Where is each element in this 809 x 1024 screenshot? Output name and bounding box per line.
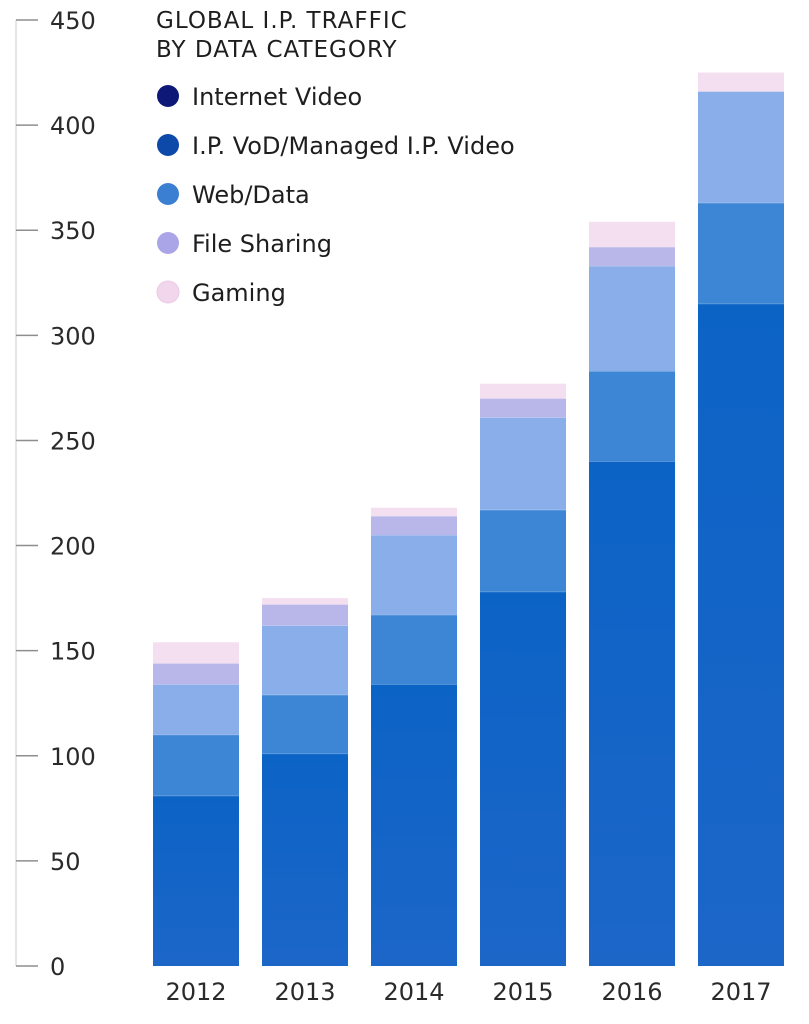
y-tick-label: 150 (50, 638, 96, 666)
x-axis: 2012 2013 2014 2015 2016 2017 (165, 978, 771, 1006)
legend-swatch-icon (157, 85, 179, 107)
y-axis: 0 50 100 150 200 250 300 350 400 450 (16, 7, 96, 981)
legend-swatch-icon (157, 232, 179, 254)
y-tick-label: 400 (50, 112, 96, 140)
y-tick-label: 450 (50, 7, 96, 35)
legend-label: File Sharing (192, 230, 332, 258)
y-tick-label: 200 (50, 533, 96, 561)
bar-2015-file-sharing (480, 417, 566, 510)
bar-2016-file-sharing (589, 265, 675, 372)
y-tick-label: 100 (50, 743, 96, 771)
y-tick-label: 350 (50, 217, 96, 245)
bar-2014-web-data (371, 614, 457, 685)
bar-2012-web-data (153, 734, 239, 796)
bar-2016-web-data (589, 371, 675, 462)
bar-2013-web-data (262, 694, 348, 754)
chart-title: GLOBAL I.P. TRAFFIC BY DATA CATEGORY (156, 8, 408, 63)
chart-title-line-2: BY DATA CATEGORY (156, 37, 398, 63)
bar-2016-i-p-vod-managed-i-p-video (589, 461, 675, 966)
bar-2014-file-sharing-upper- (371, 516, 457, 536)
y-tick-label: 0 (50, 953, 65, 981)
bar-2017-web-data (698, 202, 784, 304)
legend: Internet Video I.P. VoD/Managed I.P. Vide… (156, 83, 515, 307)
bar-2013-file-sharing (262, 625, 348, 695)
x-tick-label: 2013 (274, 978, 335, 1006)
bar-2012-file-sharing-upper- (153, 663, 239, 685)
bar-2012-file-sharing (153, 684, 239, 735)
x-tick-label: 2017 (710, 978, 771, 1006)
bar-2014-file-sharing (371, 535, 457, 615)
x-tick-label: 2015 (492, 978, 553, 1006)
bar-2016-gaming (589, 221, 675, 248)
y-tick-label: 300 (50, 322, 96, 350)
legend-swatch-icon (157, 134, 179, 156)
legend-label: I.P. VoD/Managed I.P. Video (192, 132, 515, 160)
bar-2015-file-sharing-upper- (480, 398, 566, 418)
bar-2013-file-sharing-upper- (262, 604, 348, 626)
bar-2012-gaming (153, 642, 239, 664)
bars (153, 72, 784, 966)
legend-swatch-icon (157, 183, 179, 205)
x-tick-label: 2016 (601, 978, 662, 1006)
bar-2015-gaming (480, 383, 566, 399)
legend-label: Internet Video (192, 83, 362, 111)
bar-2016-file-sharing-upper- (589, 247, 675, 266)
bar-2014-gaming (371, 507, 457, 517)
bar-2012-i-p-vod-managed-i-p-video (153, 795, 239, 966)
bar-2015-i-p-vod-managed-i-p-video (480, 591, 566, 966)
x-tick-label: 2014 (383, 978, 444, 1006)
bar-2014-i-p-vod-managed-i-p-video (371, 684, 457, 966)
bar-2017-i-p-vod-managed-i-p-video (698, 303, 784, 966)
bar-2013-gaming (262, 598, 348, 605)
x-tick-label: 2012 (165, 978, 226, 1006)
legend-label: Gaming (192, 279, 286, 307)
bar-2017-file-sharing (698, 91, 784, 203)
bar-2015-web-data (480, 509, 566, 592)
legend-swatch-icon (156, 280, 180, 304)
y-tick-label: 50 (50, 848, 81, 876)
chart-title-line-1: GLOBAL I.P. TRAFFIC (156, 8, 408, 34)
legend-label: Web/Data (192, 181, 310, 209)
bar-2017-gaming (698, 72, 784, 92)
y-tick-label: 250 (50, 427, 96, 455)
bar-2013-i-p-vod-managed-i-p-video (262, 753, 348, 966)
